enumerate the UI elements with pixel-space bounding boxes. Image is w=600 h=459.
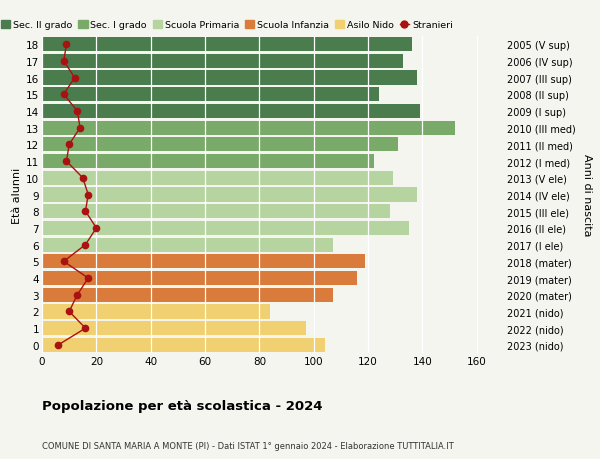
Text: COMUNE DI SANTA MARIA A MONTE (PI) - Dati ISTAT 1° gennaio 2024 - Elaborazione T: COMUNE DI SANTA MARIA A MONTE (PI) - Dat… [42, 441, 454, 450]
Bar [42, 271, 357, 285]
Bar [42, 121, 455, 135]
Bar [42, 38, 412, 52]
Text: Popolazione per età scolastica - 2024: Popolazione per età scolastica - 2024 [42, 399, 323, 412]
Bar [42, 55, 403, 69]
Bar [42, 255, 365, 269]
Bar [42, 105, 420, 119]
Y-axis label: Anni di nascita: Anni di nascita [582, 154, 592, 236]
Bar [42, 138, 398, 152]
Bar [42, 288, 333, 302]
Bar [42, 188, 417, 202]
Bar [42, 338, 325, 352]
Y-axis label: Età alunni: Età alunni [12, 167, 22, 223]
Bar [42, 88, 379, 102]
Bar [42, 238, 333, 252]
Legend: Sec. II grado, Sec. I grado, Scuola Primaria, Scuola Infanzia, Asilo Nido, Stran: Sec. II grado, Sec. I grado, Scuola Prim… [1, 22, 452, 30]
Bar [42, 321, 305, 336]
Bar [42, 305, 270, 319]
Bar [42, 155, 374, 169]
Bar [42, 71, 417, 85]
Bar [42, 205, 390, 219]
Bar [42, 171, 392, 185]
Bar [42, 221, 409, 235]
